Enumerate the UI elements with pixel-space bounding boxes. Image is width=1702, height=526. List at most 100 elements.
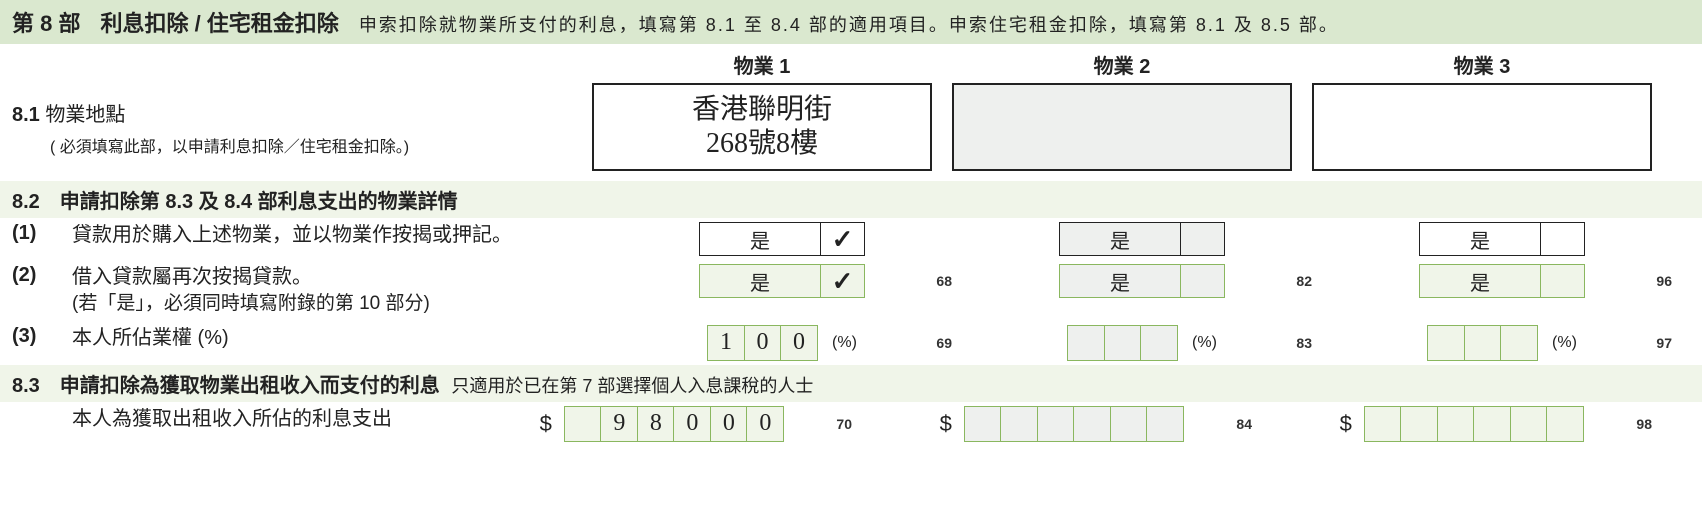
col-header-p1: 物業 1 — [592, 50, 932, 79]
row-8-3-header-sub: 只適用於已在第 7 部選擇個人入息課稅的人士 — [451, 376, 813, 396]
q2-p2-yes-checkbox[interactable]: 是 — [1059, 264, 1225, 298]
p3-d2 — [1437, 406, 1475, 442]
q1-p2-tick — [1180, 223, 1224, 255]
q3-p3-pct: (%) — [1552, 334, 1577, 352]
q2-p1-code: 68 — [918, 273, 952, 289]
q3-p1-code: 69 — [918, 335, 952, 351]
interest-p1-input[interactable]: 9 8 0 0 0 — [564, 406, 785, 442]
q1-p3-tick — [1540, 223, 1584, 255]
row-8-3-header: 8.3 申請扣除為獲取物業出租收入而支付的利息 只適用於已在第 7 部選擇個人入… — [0, 365, 1702, 402]
row-8-2-q2: (2) 借入貸款屬再次按揭貸款。 (若「是」，必須同時填寫附錄的第 10 部分)… — [0, 260, 1702, 321]
part-number: 第 8 部 — [12, 6, 80, 38]
col-header-p2: 物業 2 — [952, 50, 1292, 79]
q2-num: (2) — [12, 264, 72, 287]
p1-d5: 0 — [746, 406, 784, 442]
p2-code: 84 — [1218, 416, 1252, 432]
address-p1-line2: 268號8樓 — [706, 127, 818, 161]
q3-p2-d1 — [1104, 325, 1142, 361]
row-8-2-q1: (1) 貸款用於購入上述物業，並以物業作按揭或押記。 是 ✓ 是 是 — [0, 218, 1702, 260]
q2-p2-code: 82 — [1278, 273, 1312, 289]
q1-text: 貸款用於購入上述物業，並以物業作按揭或押記。 — [72, 222, 612, 249]
p2-d1 — [1000, 406, 1038, 442]
q3-p2-d0 — [1067, 325, 1105, 361]
q3-p3-d2 — [1500, 325, 1538, 361]
q3-p3-input[interactable] — [1427, 325, 1538, 361]
row-8-1-label: 8.1 物業地點 ( 必須填寫此部，以申請利息扣除／住宅租金扣除。) — [12, 98, 572, 157]
p3-d5 — [1546, 406, 1584, 442]
row-8-2-q3: (3) 本人所佔業權 (%) 1 0 0 (%) 69 (%) 83 — [0, 321, 1702, 365]
address-p1-line1: 香港聯明街 — [692, 93, 832, 127]
p2-d3 — [1073, 406, 1111, 442]
q2-text-main: 借入貸款屬再次按揭貸款。 — [72, 266, 312, 288]
q1-p1-yes-label: 是 — [700, 223, 820, 255]
p2-d2 — [1037, 406, 1075, 442]
q3-p3-d1 — [1464, 325, 1502, 361]
q3-p1-input[interactable]: 1 0 0 — [707, 325, 818, 361]
p3-d1 — [1400, 406, 1438, 442]
dollar-sign: $ — [940, 411, 952, 437]
row-8-2-header: 8.2 申請扣除第 8.3 及 8.4 部利息支出的物業詳情 — [0, 181, 1702, 218]
p1-d3: 0 — [673, 406, 711, 442]
p2-d0 — [964, 406, 1002, 442]
q3-p3-d0 — [1427, 325, 1465, 361]
row-8-1-text: 物業地點 — [45, 104, 125, 126]
address-input-p1[interactable]: 香港聯明街 268號8樓 — [592, 83, 932, 171]
q3-p1-d0: 1 — [707, 325, 745, 361]
q1-p1-tick: ✓ — [820, 223, 864, 255]
part-subtitle: 申索扣除就物業所支付的利息，填寫第 8.1 至 8.4 部的適用項目。申索住宅租… — [359, 11, 1339, 37]
q1-p2-yes-checkbox[interactable]: 是 — [1059, 222, 1225, 256]
q1-p3-yes-label: 是 — [1420, 223, 1540, 255]
q3-p1-d1: 0 — [744, 325, 782, 361]
q3-p1-d2: 0 — [780, 325, 818, 361]
dollar-sign: $ — [1340, 411, 1352, 437]
col-header-p3: 物業 3 — [1312, 50, 1652, 79]
p3-d0 — [1364, 406, 1402, 442]
q2-p3-yes-checkbox[interactable]: 是 — [1419, 264, 1585, 298]
q2-text-sub: (若「是」，必須同時填寫附錄的第 10 部分) — [72, 291, 612, 317]
row-8-1-hint: ( 必須填寫此部，以申請利息扣除／住宅租金扣除。) — [12, 127, 572, 157]
row-8-1: 8.1 物業地點 ( 必須填寫此部，以申請利息扣除／住宅租金扣除。) 香港聯明街… — [0, 83, 1702, 181]
q3-num: (3) — [12, 325, 72, 348]
q2-p1-yes-label: 是 — [700, 265, 820, 297]
q3-p2-input[interactable] — [1067, 325, 1178, 361]
q2-p3-code: 96 — [1638, 273, 1672, 289]
q2-p2-tick — [1180, 265, 1224, 297]
address-input-p3[interactable] — [1312, 83, 1652, 171]
row-8-1-no: 8.1 — [12, 104, 40, 126]
q3-p2-code: 83 — [1278, 335, 1312, 351]
q3-p2-d2 — [1140, 325, 1178, 361]
q2-p1-tick: ✓ — [820, 265, 864, 297]
p1-d0 — [564, 406, 602, 442]
interest-p2-input[interactable] — [964, 406, 1185, 442]
p3-d4 — [1510, 406, 1548, 442]
p1-d1: 9 — [600, 406, 638, 442]
p3-code: 98 — [1618, 416, 1652, 432]
interest-p3-input[interactable] — [1364, 406, 1585, 442]
row-8-3-text: 本人為獲取出租收入所佔的利息支出 — [72, 406, 472, 433]
address-input-p2[interactable] — [952, 83, 1292, 171]
q2-p2-yes-label: 是 — [1060, 265, 1180, 297]
section-8-header: 第 8 部 利息扣除 / 住宅租金扣除 申索扣除就物業所支付的利息，填寫第 8.… — [0, 0, 1702, 44]
q2-p3-tick — [1540, 265, 1584, 297]
q1-p3-yes-checkbox[interactable]: 是 — [1419, 222, 1585, 256]
dollar-sign: $ — [540, 411, 552, 437]
q3-p1-pct: (%) — [832, 334, 857, 352]
property-column-headers: 物業 1 物業 2 物業 3 — [0, 44, 1702, 83]
p1-code: 70 — [818, 416, 852, 432]
q3-p2-pct: (%) — [1192, 334, 1217, 352]
q2-p3-yes-label: 是 — [1420, 265, 1540, 297]
p2-d5 — [1146, 406, 1184, 442]
p2-d4 — [1110, 406, 1148, 442]
q3-text: 本人所佔業權 (%) — [72, 325, 612, 352]
q1-p1-yes-checkbox[interactable]: 是 ✓ — [699, 222, 865, 256]
q1-num: (1) — [12, 222, 72, 245]
p1-d2: 8 — [637, 406, 675, 442]
q2-text: 借入貸款屬再次按揭貸款。 (若「是」，必須同時填寫附錄的第 10 部分) — [72, 264, 612, 317]
part-title: 利息扣除 / 住宅租金扣除 — [100, 6, 338, 38]
row-8-3-header-main: 8.3 申請扣除為獲取物業出租收入而支付的利息 — [12, 375, 440, 397]
p3-d3 — [1473, 406, 1511, 442]
p1-d4: 0 — [710, 406, 748, 442]
q2-p1-yes-checkbox[interactable]: 是 ✓ — [699, 264, 865, 298]
q1-p2-yes-label: 是 — [1060, 223, 1180, 255]
q3-p3-code: 97 — [1638, 335, 1672, 351]
